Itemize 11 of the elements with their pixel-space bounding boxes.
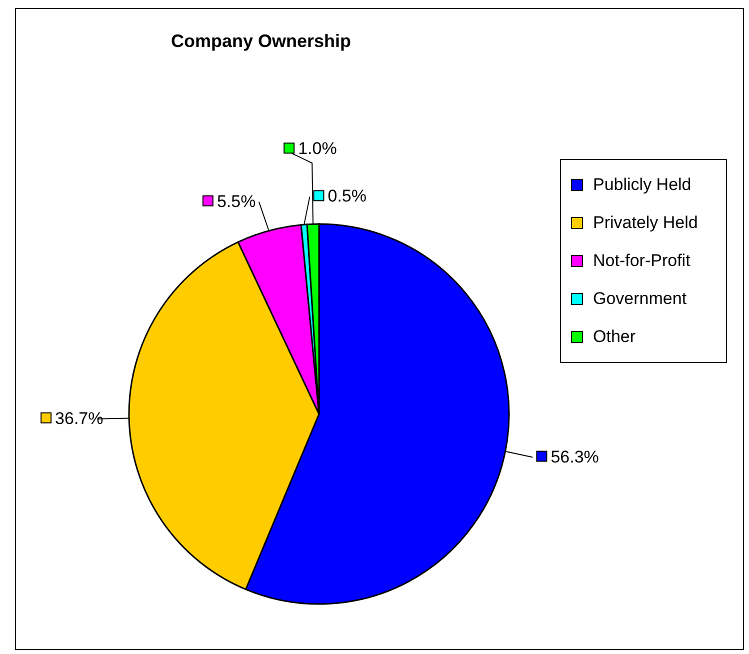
data-label: 36.7% [55, 408, 104, 428]
data-label: 0.5% [328, 186, 366, 206]
legend-label: Not-for-Profit [593, 251, 690, 271]
data-label: 5.5% [216, 192, 256, 211]
chart-title: Company Ownership [170, 31, 352, 52]
data-label: 1.0% [298, 139, 337, 158]
legend-label: Government [593, 289, 687, 309]
data-label: 56.3% [550, 447, 599, 466]
legend-label: Other [593, 327, 636, 347]
legend-label: Privately Held [593, 213, 698, 233]
legend-label: Publicly Held [593, 175, 692, 195]
